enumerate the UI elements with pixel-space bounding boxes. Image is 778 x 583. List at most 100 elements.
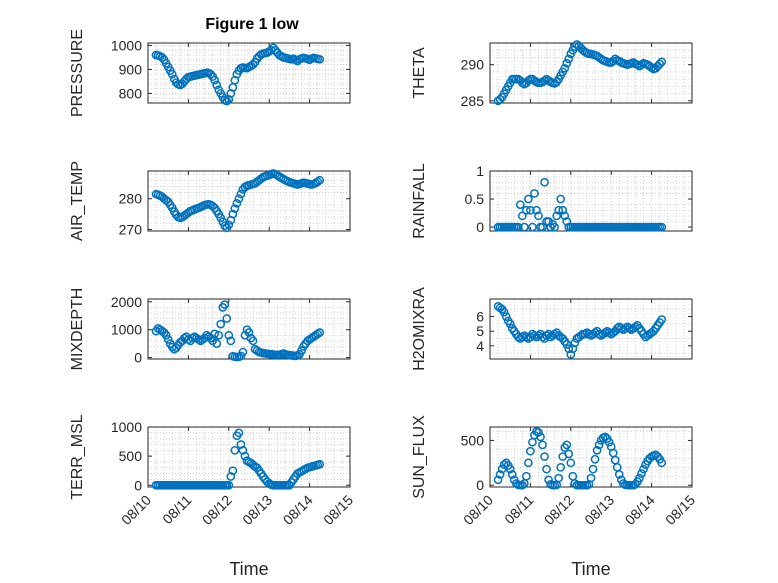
data-point: [542, 464, 551, 474]
y-tick-label: 4: [476, 338, 484, 354]
x-tick-label: 08/13: [581, 492, 617, 528]
data-point: [588, 464, 598, 474]
panel-rainfall: 0 0.5 1 RAINFALL: [411, 163, 693, 239]
data-point: [505, 319, 515, 329]
data-point: [657, 57, 667, 67]
y-axis-label: MIXDEPTH: [69, 288, 86, 371]
panel-h2omixra: 456 H2OMIXRA: [411, 287, 693, 371]
data-point: [210, 75, 220, 85]
data-point: [313, 177, 323, 187]
data-point: [216, 319, 226, 329]
data-point: [220, 221, 230, 231]
y-axis-label: PRESSURE: [69, 29, 86, 117]
x-tick-label: 08/14: [280, 492, 316, 528]
data-point: [519, 222, 529, 232]
data-point: [600, 328, 610, 338]
axes-border: [489, 298, 693, 360]
data-point: [558, 205, 568, 215]
data-point: [240, 451, 250, 461]
data-point: [238, 347, 248, 357]
data-point: [562, 58, 572, 68]
data-point: [522, 205, 531, 215]
data-point: [513, 222, 523, 232]
data-point: [655, 59, 665, 69]
axes-border: [147, 298, 351, 360]
data-point: [594, 329, 604, 339]
data-point: [315, 459, 325, 469]
data-point: [554, 473, 564, 483]
panel-air-temp: 270 280 AIR_TEMP: [69, 161, 351, 241]
figure-title: Figure 1 low: [205, 16, 299, 33]
panel-theta: 285 290 THETA: [411, 40, 693, 109]
data-point: [608, 56, 618, 66]
data-point: [526, 205, 535, 215]
y-tick-label: 0: [134, 350, 142, 366]
y-tick-label: 290: [461, 57, 485, 73]
data-point: [157, 53, 167, 62]
data-point: [524, 194, 533, 204]
data-point: [505, 464, 515, 474]
data-point: [538, 440, 547, 450]
y-tick-label: 500: [119, 448, 143, 464]
data-point: [524, 458, 533, 468]
data-point: [194, 335, 203, 344]
y-tick-label: 280: [119, 191, 143, 207]
data-point: [222, 96, 232, 106]
data-point: [562, 440, 572, 450]
x-tick-label: 08/15: [320, 492, 356, 528]
data-point: [584, 329, 594, 339]
series-markers: [151, 300, 325, 362]
data-point: [530, 331, 539, 340]
x-axis-label: Time: [571, 559, 610, 579]
data-point: [657, 222, 667, 232]
y-tick-label: 270: [119, 221, 143, 237]
y-tick-label: 0: [134, 477, 142, 493]
axes-border: [489, 42, 693, 104]
data-point: [220, 300, 230, 309]
x-axis-label: Time: [229, 559, 268, 579]
data-point: [528, 222, 537, 232]
data-point: [614, 470, 624, 479]
data-point: [517, 480, 527, 490]
axes-frame: [147, 42, 351, 104]
data-point: [188, 333, 197, 343]
data-point: [515, 200, 525, 209]
data-point: [620, 323, 630, 333]
series-markers: [151, 169, 325, 233]
y-axis-label: THETA: [411, 47, 428, 99]
y-tick-label: 1000: [111, 322, 142, 338]
y-tick-label: 900: [119, 61, 143, 77]
x-tick-label: 08/13: [239, 492, 275, 528]
data-point: [236, 189, 246, 199]
data-point: [163, 335, 173, 344]
data-point: [236, 440, 246, 449]
axes-border: [147, 42, 351, 104]
data-point: [612, 323, 622, 333]
data-point: [536, 432, 545, 442]
data-point: [495, 470, 505, 479]
y-tick-label: 2000: [111, 294, 142, 310]
data-point: [556, 462, 566, 472]
data-point: [635, 473, 644, 483]
data-point: [517, 332, 527, 342]
data-point: [550, 222, 559, 232]
panel-terr-msl: 0 500 1000 08/10 08/11 08/12 08/13 08/14 08/15 Ti…: [69, 414, 356, 579]
data-point: [499, 307, 509, 317]
grid: [489, 171, 693, 231]
data-point: [542, 331, 551, 340]
data-point: [499, 460, 509, 469]
data-point: [637, 469, 646, 478]
data-point: [206, 69, 215, 79]
data-point: [530, 189, 539, 198]
data-point: [495, 95, 505, 104]
data-point: [566, 458, 576, 468]
x-tick-label: 08/12: [199, 492, 235, 528]
data-point: [562, 217, 572, 226]
data-point: [544, 475, 553, 485]
data-point: [625, 323, 634, 333]
data-point: [161, 330, 171, 340]
data-point: [228, 466, 238, 476]
x-tick-label: 08/12: [541, 492, 577, 528]
series-markers: [493, 177, 667, 232]
